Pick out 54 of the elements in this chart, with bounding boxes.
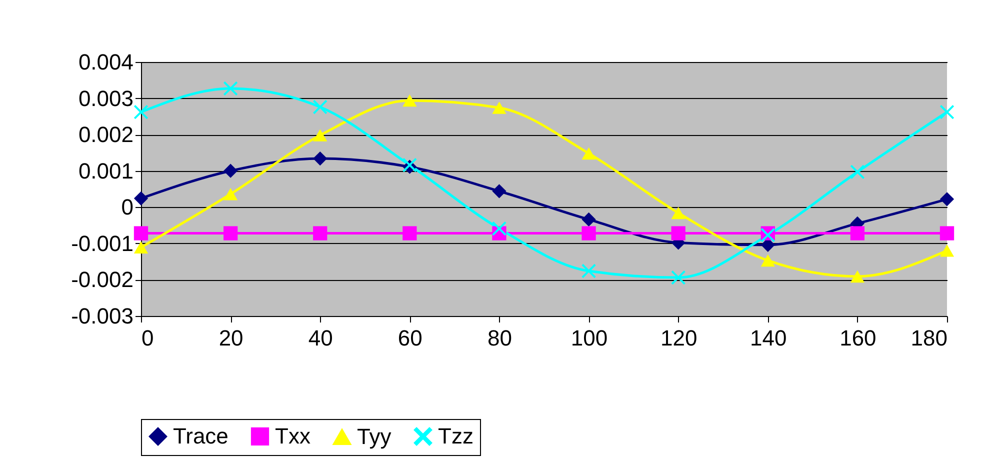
point [223,81,238,96]
point [134,105,148,120]
point [313,100,328,114]
point [850,270,865,283]
x-tick-label: 120 [660,326,698,350]
legend-label: Tzz [438,423,474,448]
point [134,226,148,240]
point [313,226,328,240]
x-tick-label: 160 [840,326,876,350]
point [492,221,506,236]
y-tick-label: -0.003 [71,304,134,328]
x-tick-label: 100 [570,326,608,350]
y-tick-label: -0.002 [71,267,134,292]
point [402,94,417,107]
point [402,226,417,240]
point [582,147,596,160]
x-tick-label: 140 [750,326,787,350]
point [671,270,686,285]
point [582,264,596,278]
point [134,191,148,206]
x-tick-label: 180 [910,326,948,350]
y-tick-label: 0.004 [78,50,134,74]
y-tick-label: -0.001 [71,230,134,256]
point [671,226,686,240]
x-tick-label: 0 [142,326,154,350]
point [940,105,954,120]
point [850,164,865,180]
y-tick-label: 0.003 [78,86,134,111]
point [940,244,954,257]
x-tick-label: 20 [218,326,244,350]
legend-label: Txx [275,423,310,448]
legend-label: Trace [173,423,228,448]
y-tick-label: 0.001 [78,158,134,184]
y-tick-label: 0 [121,194,134,220]
point [582,226,596,240]
point [850,226,865,240]
point [492,102,506,114]
legend-label: Tyy [357,424,392,449]
x-tick-label: 80 [487,326,512,350]
point [313,129,328,142]
point [313,151,328,166]
x-tick-label: 60 [398,326,422,350]
point [223,226,238,240]
point [940,192,954,206]
point [492,184,506,198]
point [582,212,596,227]
point [940,226,954,240]
point [223,188,238,200]
point [671,206,686,220]
point [760,254,775,267]
y-tick-label: 0.002 [78,122,134,148]
point [223,164,238,178]
point [134,241,148,254]
x-tick-label: 40 [308,326,333,350]
